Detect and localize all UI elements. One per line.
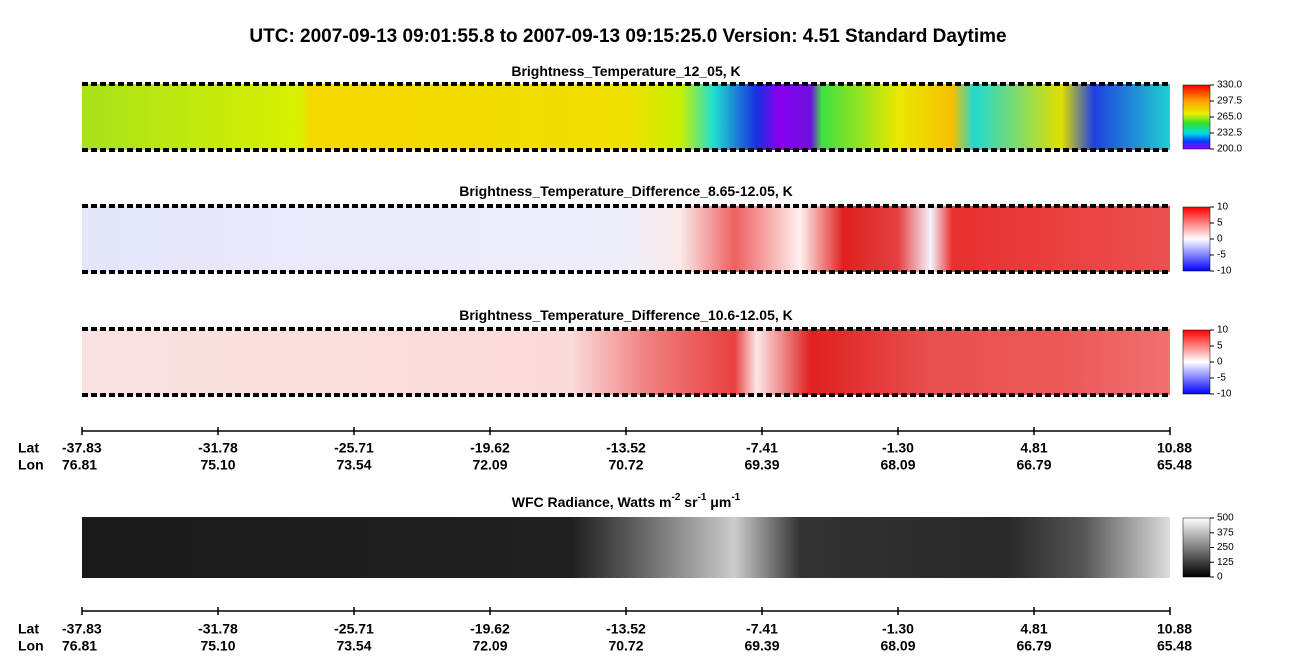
title-part: Brightness_Temperature_12_05, K: [511, 63, 740, 79]
title-superscript: -1: [731, 492, 740, 503]
colorbar-label: -5: [1217, 373, 1226, 384]
colorbar: [1182, 329, 1211, 395]
title-part: WFC Radiance, Watts m: [512, 494, 672, 510]
title-part: Brightness_Temperature_Difference_10.6-1…: [459, 307, 793, 323]
panel-title: Brightness_Temperature_Difference_10.6-1…: [459, 307, 793, 323]
lat-tick-label: -7.41: [746, 621, 778, 637]
colorbar-label: 10: [1217, 202, 1229, 213]
colorbar-label: 10: [1217, 325, 1229, 336]
figure-title: UTC: 2007-09-13 09:01:55.8 to 2007-09-13…: [249, 26, 1006, 47]
lat-label: Lat: [18, 440, 39, 456]
lon-label: Lon: [18, 638, 44, 654]
lon-tick-label: 75.10: [200, 638, 235, 654]
lon-tick-label: 70.72: [608, 638, 643, 654]
lat-tick-label: 10.88: [1157, 440, 1192, 456]
image-strip: [82, 517, 1170, 578]
lon-tick-label: 72.09: [472, 638, 507, 654]
colorbar-label: 330.0: [1217, 80, 1242, 91]
lon-tick-label: 68.09: [880, 457, 915, 473]
panel-title: WFC Radiance, Watts m-2 sr-1 μm-1: [512, 492, 741, 510]
colorbar-label: 5: [1217, 341, 1223, 352]
colorbar-label: 265.0: [1217, 112, 1242, 123]
lat-tick-label: 10.88: [1157, 621, 1192, 637]
colorbar-label: 0: [1217, 357, 1223, 368]
lon-tick-label: 69.39: [744, 457, 779, 473]
lat-tick-label: 4.81: [1020, 440, 1047, 456]
colorbar-label: 200.0: [1217, 144, 1242, 155]
lon-tick-label: 68.09: [880, 638, 915, 654]
colorbar: [1182, 517, 1211, 578]
colorbar-label: 232.5: [1217, 128, 1242, 139]
image-strip: [82, 84, 1170, 150]
lat-tick-label: -13.52: [606, 440, 646, 456]
image-strip: [82, 329, 1170, 395]
image-strip: [82, 206, 1170, 272]
lat-tick-label: -7.41: [746, 440, 778, 456]
title-part: sr: [680, 494, 698, 510]
lat-tick-label: -37.83: [62, 621, 102, 637]
lon-tick-label: 73.54: [336, 638, 371, 654]
lon-tick-label: 65.48: [1157, 638, 1192, 654]
colorbar-label: -10: [1217, 266, 1232, 277]
title-part: μm: [706, 494, 731, 510]
title-superscript: -2: [671, 492, 680, 503]
panel-title: Brightness_Temperature_12_05, K: [511, 63, 740, 79]
lat-tick-label: -31.78: [198, 621, 238, 637]
lat-tick-label: -25.71: [334, 621, 374, 637]
title-part: Brightness_Temperature_Difference_8.65-1…: [459, 183, 793, 199]
lat-tick-label: -13.52: [606, 621, 646, 637]
colorbar-label: 5: [1217, 218, 1223, 229]
panel-title: Brightness_Temperature_Difference_8.65-1…: [459, 183, 793, 199]
colorbar-label: 500: [1217, 513, 1234, 524]
colorbar: [1182, 206, 1211, 272]
lon-tick-label: 65.48: [1157, 457, 1192, 473]
colorbar-label: 297.5: [1217, 96, 1242, 107]
lon-tick-label: 73.54: [336, 457, 371, 473]
colorbar-label: 125: [1217, 557, 1234, 568]
colorbar: [1182, 84, 1211, 150]
colorbar-label: 375: [1217, 527, 1234, 538]
colorbar-label: -10: [1217, 389, 1232, 400]
lat-tick-label: -1.30: [882, 621, 914, 637]
lat-tick-label: -25.71: [334, 440, 374, 456]
title-superscript: -1: [698, 492, 707, 503]
lat-tick-label: -19.62: [470, 440, 510, 456]
colorbar-label: 0: [1217, 572, 1223, 583]
lon-tick-label: 75.10: [200, 457, 235, 473]
axes: LatLon-37.8376.81-31.7875.10-25.7173.54-…: [18, 427, 1192, 654]
lon-tick-label: 66.79: [1016, 457, 1051, 473]
colorbar-label: 250: [1217, 542, 1234, 553]
lat-tick-label: 4.81: [1020, 621, 1047, 637]
lon-tick-label: 69.39: [744, 638, 779, 654]
colorbar-label: 0: [1217, 234, 1223, 245]
lon-label: Lon: [18, 457, 44, 473]
lon-tick-label: 76.81: [62, 638, 97, 654]
lat-tick-label: -19.62: [470, 621, 510, 637]
colorbar-label: -5: [1217, 250, 1226, 261]
lat-tick-label: -37.83: [62, 440, 102, 456]
panels: Brightness_Temperature_12_05, K 330.0 297.…: [82, 63, 1242, 583]
lon-tick-label: 66.79: [1016, 638, 1051, 654]
lon-tick-label: 70.72: [608, 457, 643, 473]
lon-tick-label: 72.09: [472, 457, 507, 473]
lat-tick-label: -31.78: [198, 440, 238, 456]
lat-tick-label: -1.30: [882, 440, 914, 456]
lat-label: Lat: [18, 621, 39, 637]
lon-tick-label: 76.81: [62, 457, 97, 473]
